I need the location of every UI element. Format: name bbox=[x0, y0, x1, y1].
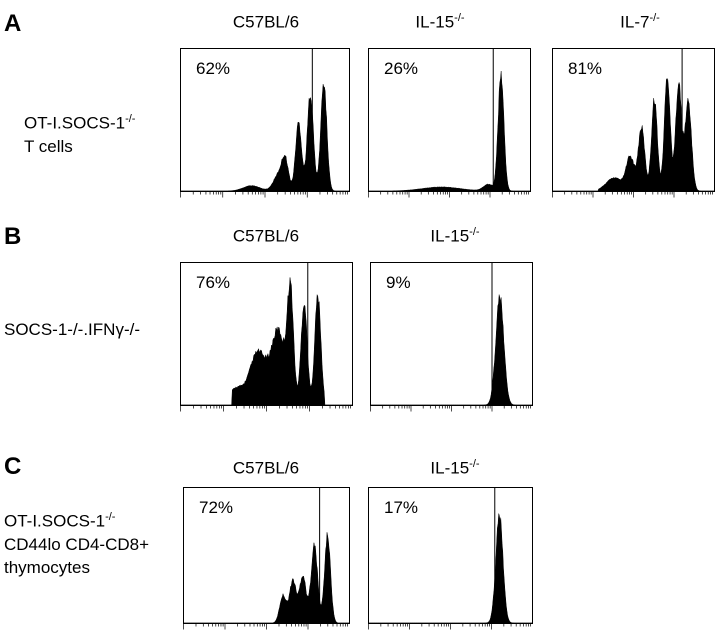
histogram-a-3-percent-label: 81% bbox=[568, 59, 602, 78]
histogram-b-2-distribution bbox=[371, 294, 532, 406]
row-label-c-line-1: OT-I.SOCS-1 bbox=[4, 511, 106, 531]
histogram-c-1: 72% bbox=[183, 487, 350, 630]
histogram-a-1: 62% bbox=[180, 48, 350, 198]
histogram-a-2-x-ticks bbox=[368, 191, 529, 198]
histogram-b-1: 76% bbox=[180, 262, 353, 412]
histogram-c-1-distribution bbox=[184, 532, 349, 624]
panel-letter-b: B bbox=[4, 223, 22, 250]
row-label-c-sup: -/- bbox=[105, 511, 116, 523]
panel-letter-c: C bbox=[4, 453, 22, 480]
histogram-a-2-distribution bbox=[369, 71, 530, 192]
histogram-c-2: 17% bbox=[368, 487, 533, 630]
row-label-b: SOCS-1-/-.IFNγ-/- bbox=[4, 318, 140, 341]
histogram-a-2: 26% bbox=[368, 48, 531, 198]
histogram-a-1-x-ticks bbox=[180, 191, 348, 198]
histogram-a-1-distribution bbox=[181, 84, 349, 192]
row-label-c: OT-I.SOCS-1-/- CD44lo CD4-CD8+ thymocyte… bbox=[4, 506, 149, 579]
histogram-b-2-percent-label: 9% bbox=[386, 273, 411, 292]
col-title-c-1: C57BL/6 bbox=[232, 458, 300, 478]
histogram-c-2-distribution bbox=[369, 513, 532, 624]
panel-letter-a: A bbox=[4, 10, 22, 37]
col-title-a-1: C57BL/6 bbox=[232, 12, 300, 32]
histogram-b-2-x-ticks bbox=[370, 405, 531, 412]
row-label-a: OT-I.SOCS-1-/- T cells bbox=[24, 108, 135, 158]
histogram-a-3-x-ticks bbox=[552, 191, 713, 198]
histogram-a-3-distribution bbox=[553, 78, 714, 192]
histogram-a-3: 81% bbox=[552, 48, 715, 198]
histogram-b-2: 9% bbox=[370, 262, 533, 412]
col-title-a-2: IL-15-/- bbox=[415, 12, 465, 32]
histogram-c-1-percent-label: 72% bbox=[199, 498, 233, 517]
histogram-a-1-percent-label: 62% bbox=[196, 59, 230, 78]
histogram-c-2-percent-label: 17% bbox=[384, 498, 418, 517]
histogram-b-1-distribution bbox=[181, 277, 352, 406]
col-title-b-2: IL-15-/- bbox=[430, 226, 480, 246]
row-label-a-line-1: OT-I.SOCS-1 bbox=[24, 113, 126, 133]
row-label-a-line-2: T cells bbox=[24, 136, 73, 156]
histogram-a-2-percent-label: 26% bbox=[384, 59, 418, 78]
row-label-c-line-3: thymocytes bbox=[4, 557, 90, 577]
col-title-c-2: IL-15-/- bbox=[430, 458, 480, 478]
histogram-c-1-x-ticks bbox=[183, 623, 348, 630]
histogram-c-2-x-ticks bbox=[368, 623, 531, 630]
row-label-c-line-2: CD44lo CD4-CD8+ bbox=[4, 534, 150, 554]
row-label-b-line-1: SOCS-1-/-.IFNγ-/- bbox=[4, 320, 140, 339]
histogram-b-1-x-ticks bbox=[180, 405, 351, 412]
col-title-a-3: IL-7-/- bbox=[620, 12, 660, 32]
row-label-a-sup: -/- bbox=[125, 113, 136, 125]
histogram-b-1-percent-label: 76% bbox=[196, 273, 230, 292]
col-title-b-1: C57BL/6 bbox=[232, 226, 300, 246]
